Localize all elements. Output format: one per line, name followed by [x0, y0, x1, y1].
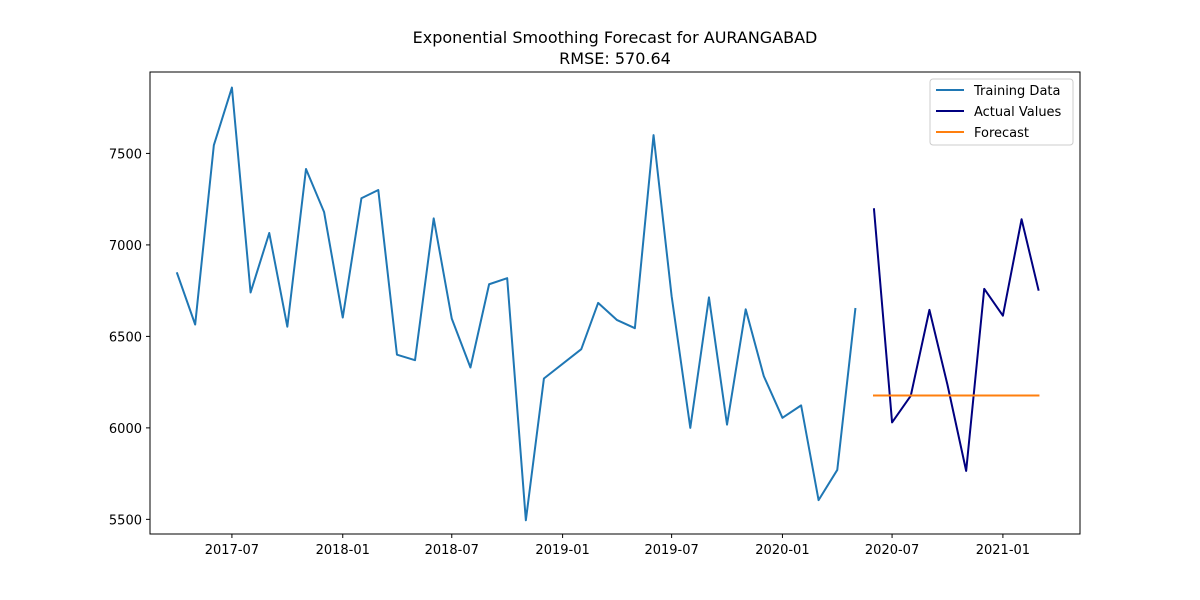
plot-series-layer [175, 86, 1040, 522]
legend-label-forecast: Forecast [974, 126, 1029, 141]
y-tick-label: 5500 [109, 513, 142, 528]
y-axis: 5500 6000 6500 7000 7500 [109, 147, 150, 528]
series-line-training-data [175, 86, 857, 522]
x-tick-label: 2018-07 [425, 543, 479, 558]
plot-frame [149, 71, 1081, 535]
y-tick-label: 6500 [109, 330, 142, 345]
x-tick-label: 2018-01 [316, 543, 370, 558]
x-tick-label: 2019-07 [644, 543, 698, 558]
x-tick-label: 2020-07 [865, 543, 919, 558]
x-tick-label: 2019-01 [535, 543, 589, 558]
y-tick-label: 7000 [109, 239, 142, 254]
y-tick-label: 7500 [109, 147, 142, 162]
legend-label-training-data: Training Data [973, 84, 1060, 99]
legend-box [929, 78, 1074, 146]
x-tick-label: 2020-01 [755, 543, 809, 558]
y-tick-label: 6000 [109, 422, 142, 437]
series-line-actual-values [872, 208, 1040, 472]
legend: Training Data Actual Values Forecast [929, 78, 1074, 146]
chart-subtitle: RMSE: 570.64 [559, 49, 671, 68]
legend-label-actual-values: Actual Values [974, 105, 1062, 120]
x-tick-label: 2017-07 [205, 543, 259, 558]
chart-title: Exponential Smoothing Forecast for AURAN… [413, 28, 818, 47]
x-tick-label: 2021-01 [976, 543, 1030, 558]
x-axis: 2017-07 2018-01 2018-07 2019-01 2019-07 2020-… [205, 534, 1030, 558]
